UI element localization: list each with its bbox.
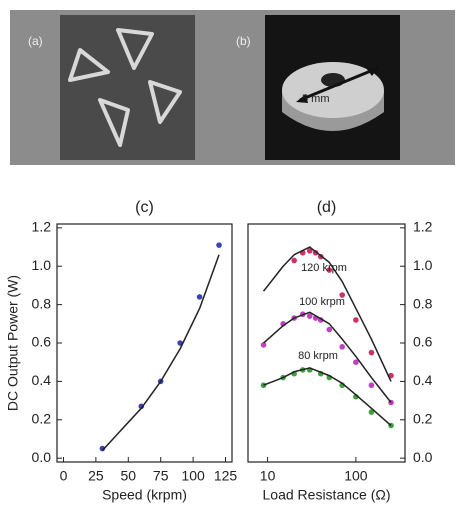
annotation: 80 krpm bbox=[298, 350, 338, 362]
y-tick-label: 0.2 bbox=[413, 410, 433, 426]
y-tick-label: 1.0 bbox=[32, 257, 52, 273]
photo-b bbox=[265, 15, 400, 160]
data-point bbox=[339, 292, 346, 298]
panel-label: (a) bbox=[28, 34, 43, 48]
data-point bbox=[353, 359, 359, 365]
fit-line bbox=[263, 367, 392, 427]
x-tick-label: 125 bbox=[214, 468, 238, 484]
data-point bbox=[196, 294, 203, 300]
data-point bbox=[260, 382, 267, 389]
y-tick-label: 0.8 bbox=[413, 295, 433, 311]
y-axis-label: DC Output Power (W) bbox=[5, 275, 21, 411]
x-tick-label: 100 bbox=[181, 468, 205, 484]
data-point bbox=[326, 267, 333, 273]
data-point bbox=[291, 257, 297, 264]
y-tick-label: 1.2 bbox=[32, 219, 52, 235]
data-point bbox=[368, 382, 375, 389]
y-tick-label: 0.0 bbox=[32, 449, 52, 465]
data-point bbox=[260, 342, 267, 348]
data-point bbox=[368, 409, 375, 415]
y-tick-label: 0.6 bbox=[413, 334, 433, 350]
data-point bbox=[353, 317, 359, 323]
x-tick-label: 10 bbox=[260, 468, 276, 484]
y-tick-label: 1.0 bbox=[413, 257, 433, 273]
y-tick-label: 0.8 bbox=[32, 295, 52, 311]
plot-frame bbox=[56, 223, 233, 463]
annotation: 120 krpm bbox=[301, 262, 347, 274]
x-axis-label: Load Resistance (Ω) bbox=[263, 487, 391, 503]
x-tick-label: 75 bbox=[153, 468, 169, 484]
scale-label: 5 mm bbox=[302, 93, 330, 105]
fit-line bbox=[263, 311, 392, 403]
data-point bbox=[306, 248, 313, 254]
y-tick-label: 0.6 bbox=[32, 334, 52, 350]
fit-line bbox=[262, 246, 392, 382]
data-point bbox=[326, 326, 333, 333]
y-tick-label: 1.2 bbox=[413, 219, 433, 235]
data-point bbox=[216, 242, 222, 248]
y-tick-label: 0.0 bbox=[413, 449, 433, 465]
fit-line bbox=[101, 254, 220, 451]
y-tick-label: 0.4 bbox=[32, 372, 52, 388]
panel-label: (b) bbox=[236, 34, 251, 48]
y-tick-label: 0.2 bbox=[32, 410, 52, 426]
data-point bbox=[138, 403, 145, 410]
x-tick-label: 0 bbox=[60, 468, 68, 484]
annotation: 100 krpm bbox=[299, 296, 345, 308]
photo-a bbox=[60, 15, 195, 160]
x-tick-label: 50 bbox=[121, 468, 137, 484]
data-point bbox=[339, 344, 346, 350]
data-point bbox=[368, 349, 375, 356]
x-tick-label: 25 bbox=[88, 468, 104, 484]
data-point bbox=[306, 313, 313, 319]
chart-title: (c) bbox=[135, 199, 154, 216]
x-tick-label: 100 bbox=[344, 468, 368, 484]
y-tick-label: 0.4 bbox=[413, 372, 433, 388]
chart-title: (d) bbox=[317, 199, 337, 216]
x-axis-label: Speed (krpm) bbox=[102, 487, 187, 503]
